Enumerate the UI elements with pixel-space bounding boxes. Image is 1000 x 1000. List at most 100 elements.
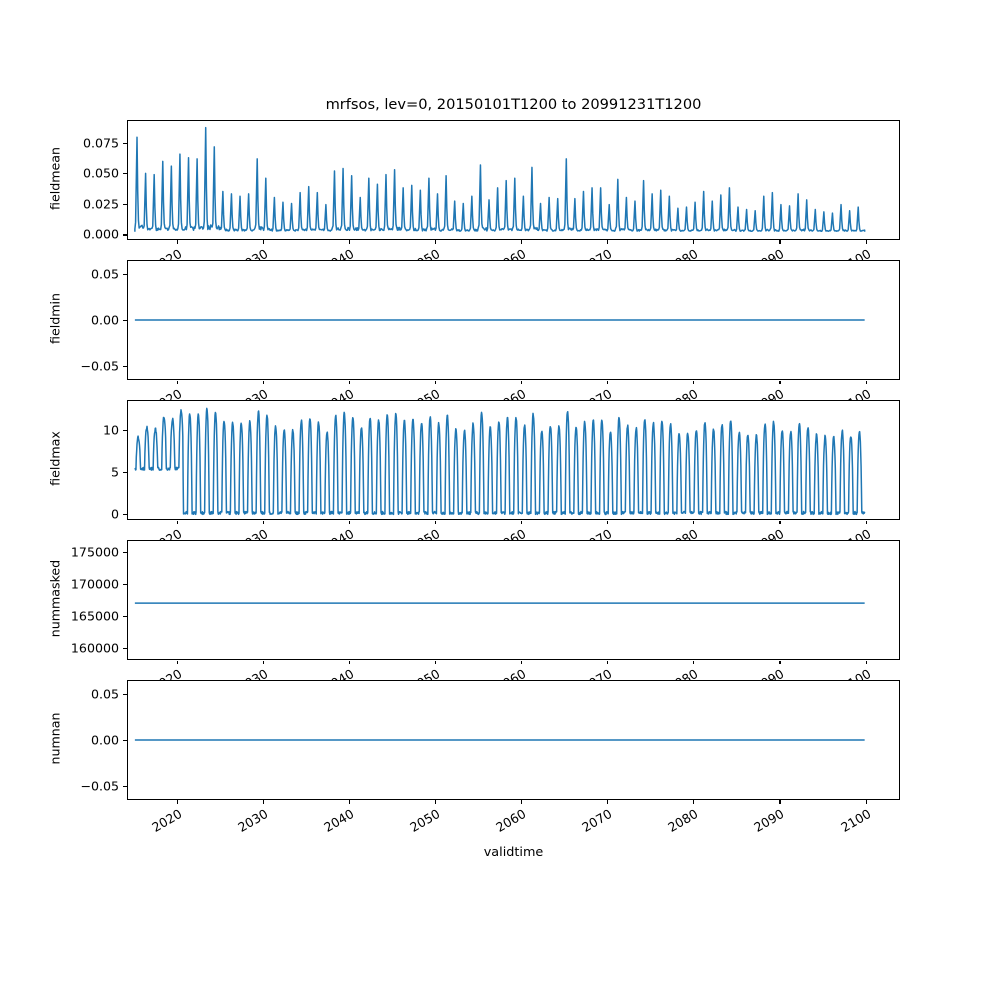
x-tick-label: 2040: [321, 806, 357, 836]
x-tick-mark: [865, 240, 867, 244]
x-tick-mark: [176, 800, 178, 804]
y-tick-label: 0.05: [90, 686, 119, 702]
series-fieldmin: [128, 261, 899, 379]
y-tick-label: 0.025: [82, 196, 119, 212]
y-tick-label: 0.075: [82, 135, 119, 151]
x-tick-mark: [865, 660, 867, 664]
x-tick-mark: [263, 380, 265, 384]
x-tick-mark: [349, 800, 351, 804]
x-tick-label: 2080: [665, 806, 701, 836]
data-line: [135, 128, 865, 232]
x-tick-mark: [779, 800, 781, 804]
x-tick-mark: [176, 240, 178, 244]
x-tick-mark: [779, 380, 781, 384]
x-tick-label: 2100: [837, 806, 874, 836]
x-tick-mark: [693, 520, 695, 524]
x-tick-mark: [521, 800, 523, 804]
y-tick-label: −0.05: [80, 778, 119, 794]
series-nummasked: [128, 541, 899, 659]
x-tick-label: 2050: [407, 806, 443, 836]
x-tick-mark: [435, 800, 437, 804]
x-tick-mark: [693, 380, 695, 384]
x-tick-mark: [607, 520, 609, 524]
x-tick-label: 2020: [149, 806, 185, 836]
y-tick-mark: [123, 234, 127, 236]
x-tick-mark: [263, 660, 265, 664]
plot-panel-nummasked: [127, 540, 900, 660]
y-tick-label: 0.05: [90, 266, 119, 282]
x-tick-mark: [865, 380, 867, 384]
y-tick-mark: [123, 740, 127, 742]
x-tick-mark: [176, 380, 178, 384]
series-numnan: [128, 681, 899, 799]
x-tick-label: 2060: [493, 806, 529, 836]
x-tick-mark: [349, 240, 351, 244]
plot-panel-fieldmin: [127, 260, 900, 380]
y-tick-mark: [123, 583, 127, 585]
plot-area-fieldmin: [128, 261, 899, 379]
x-tick-mark: [435, 520, 437, 524]
x-tick-mark: [349, 660, 351, 664]
plot-area-numnan: [128, 681, 899, 799]
x-tick-mark: [176, 520, 178, 524]
y-tick-label: 160000: [70, 640, 119, 656]
plot-area-fieldmax: [128, 401, 899, 519]
x-tick-mark: [607, 380, 609, 384]
x-tick-mark: [607, 240, 609, 244]
x-tick-mark: [521, 380, 523, 384]
plot-panel-fieldmax: [127, 400, 900, 520]
y-tick-mark: [123, 785, 127, 787]
x-tick-mark: [865, 520, 867, 524]
y-tick-mark: [123, 203, 127, 205]
y-tick-mark: [123, 694, 127, 696]
figure-title: mrfsos, lev=0, 20150101T1200 to 20991231…: [325, 96, 702, 113]
x-tick-label: 2090: [751, 806, 787, 836]
x-tick-mark: [349, 520, 351, 524]
x-tick-mark: [693, 240, 695, 244]
y-tick-mark: [123, 514, 127, 516]
x-tick-label: 2030: [235, 806, 271, 836]
y-tick-label: 0.00: [90, 732, 119, 748]
x-tick-mark: [779, 660, 781, 664]
y-tick-mark: [123, 173, 127, 175]
x-tick-mark: [263, 240, 265, 244]
x-tick-mark: [435, 240, 437, 244]
x-tick-mark: [779, 240, 781, 244]
x-tick-mark: [693, 660, 695, 664]
y-tick-label: 0.000: [82, 226, 119, 242]
plot-panel-fieldmean: [127, 120, 900, 240]
y-tick-mark: [123, 274, 127, 276]
y-tick-mark: [123, 142, 127, 144]
y-tick-mark: [123, 430, 127, 432]
y-tick-mark: [123, 472, 127, 474]
x-tick-label: 2070: [579, 806, 615, 836]
x-tick-mark: [521, 240, 523, 244]
x-tick-mark: [176, 660, 178, 664]
y-tick-mark: [123, 365, 127, 367]
series-fieldmax: [128, 401, 899, 519]
y-tick-label: 0.00: [90, 312, 119, 328]
y-tick-label: 175000: [70, 544, 119, 560]
y-tick-mark: [123, 648, 127, 650]
x-tick-mark: [607, 660, 609, 664]
x-tick-mark: [521, 660, 523, 664]
plot-area-fieldmean: [128, 121, 899, 239]
x-tick-mark: [263, 520, 265, 524]
x-tick-mark: [779, 520, 781, 524]
x-tick-mark: [349, 380, 351, 384]
y-tick-mark: [123, 320, 127, 322]
y-tick-label: 170000: [70, 576, 119, 592]
series-fieldmean: [128, 121, 899, 239]
x-tick-mark: [263, 800, 265, 804]
y-tick-mark: [123, 616, 127, 618]
y-axis-label-fieldmax: fieldmax: [47, 431, 63, 486]
y-tick-mark: [123, 551, 127, 553]
x-tick-mark: [521, 520, 523, 524]
y-tick-label: 165000: [70, 608, 119, 624]
x-axis-label: validtime: [483, 845, 544, 860]
y-tick-label: 0.050: [82, 165, 119, 181]
x-tick-mark: [693, 800, 695, 804]
data-line: [135, 408, 865, 514]
y-tick-label: −0.05: [80, 358, 119, 374]
